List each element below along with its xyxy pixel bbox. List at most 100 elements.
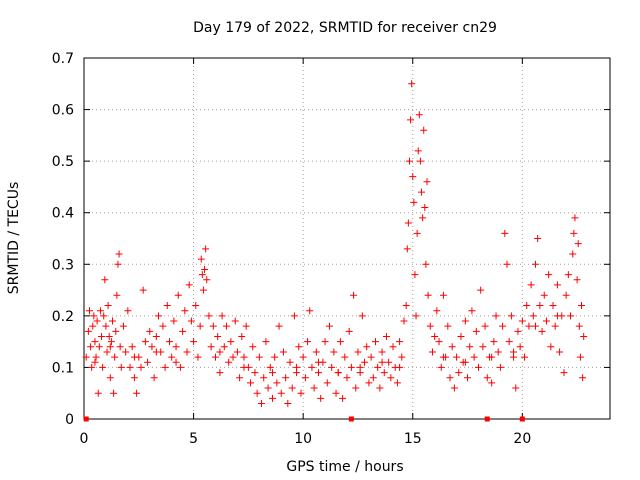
data-point xyxy=(446,374,454,382)
data-point xyxy=(279,348,287,356)
data-point xyxy=(90,312,98,320)
axes: 0 0.1 0.2 0.3 0.4 0.5 0.6 0.7 0 5 10 15 20 xyxy=(52,51,611,447)
data-point xyxy=(231,317,239,325)
data-point xyxy=(196,322,204,330)
data-point xyxy=(282,374,290,382)
data-point xyxy=(490,338,498,346)
data-point xyxy=(553,312,561,320)
y-tick-label: 0.1 xyxy=(52,360,74,376)
data-point xyxy=(404,219,412,227)
data-point xyxy=(119,322,127,330)
data-point xyxy=(549,302,557,310)
data-point xyxy=(325,322,333,330)
data-point xyxy=(181,307,189,315)
data-point xyxy=(439,353,447,361)
data-point xyxy=(277,389,285,397)
data-point xyxy=(165,338,173,346)
data-point xyxy=(293,363,301,371)
data-point xyxy=(242,322,250,330)
data-point xyxy=(99,363,107,371)
data-point xyxy=(92,353,100,361)
data-point xyxy=(101,276,109,284)
data-point xyxy=(457,332,465,340)
data-point xyxy=(354,348,362,356)
data-point xyxy=(336,338,344,346)
data-point xyxy=(419,214,427,222)
data-point xyxy=(420,126,428,134)
data-point xyxy=(455,369,463,377)
data-point xyxy=(477,286,485,294)
data-point xyxy=(547,343,555,351)
data-point xyxy=(507,312,515,320)
data-point xyxy=(564,271,572,279)
data-point xyxy=(233,348,241,356)
data-point xyxy=(111,353,119,361)
data-point xyxy=(369,374,377,382)
data-point xyxy=(161,363,169,371)
x-tick-label: 10 xyxy=(294,431,312,447)
data-point xyxy=(104,302,112,310)
data-point xyxy=(126,363,134,371)
zero-marker xyxy=(83,416,89,422)
x-tick-label: 0 xyxy=(80,431,89,447)
data-point xyxy=(578,302,586,310)
data-point xyxy=(407,116,415,124)
data-point xyxy=(433,307,441,315)
data-point xyxy=(560,369,568,377)
data-point xyxy=(410,198,418,206)
data-point xyxy=(371,338,379,346)
data-point xyxy=(163,302,171,310)
data-point xyxy=(308,363,316,371)
data-point xyxy=(512,384,520,392)
data-point xyxy=(155,312,163,320)
data-point xyxy=(115,250,123,258)
data-point xyxy=(190,338,198,346)
data-points xyxy=(82,80,588,408)
data-point xyxy=(207,343,215,351)
x-tick-label: 5 xyxy=(189,431,198,447)
data-point xyxy=(562,291,570,299)
data-point xyxy=(249,343,257,351)
data-point xyxy=(209,322,217,330)
data-point xyxy=(412,312,420,320)
data-point xyxy=(523,302,531,310)
data-point xyxy=(341,353,349,361)
data-point xyxy=(266,363,274,371)
data-point xyxy=(247,379,255,387)
data-point xyxy=(385,358,393,366)
data-point xyxy=(89,322,97,330)
data-point xyxy=(428,348,436,356)
data-point xyxy=(505,338,513,346)
data-point xyxy=(571,214,579,222)
data-point xyxy=(185,281,193,289)
data-point xyxy=(378,358,386,366)
data-point xyxy=(183,348,191,356)
data-point xyxy=(499,322,507,330)
data-point xyxy=(152,332,160,340)
data-point xyxy=(488,379,496,387)
data-point xyxy=(268,394,276,402)
data-point xyxy=(400,317,408,325)
data-point xyxy=(361,358,369,366)
data-point xyxy=(113,291,121,299)
data-point xyxy=(414,147,422,155)
data-point xyxy=(334,369,342,377)
data-point xyxy=(229,353,237,361)
data-point xyxy=(98,332,106,340)
y-axis-label: SRMTID / TECUs xyxy=(6,182,22,295)
data-point xyxy=(262,338,270,346)
data-point xyxy=(536,302,544,310)
data-point xyxy=(202,245,210,253)
data-point xyxy=(418,188,426,196)
data-point xyxy=(570,229,578,237)
data-point xyxy=(374,363,382,371)
data-point xyxy=(534,235,542,242)
data-point xyxy=(516,343,524,351)
data-point xyxy=(580,332,588,340)
data-point xyxy=(389,343,397,351)
data-point xyxy=(358,312,366,320)
data-point xyxy=(347,363,355,371)
data-point xyxy=(352,384,360,392)
data-point xyxy=(306,307,314,315)
data-point xyxy=(315,358,323,366)
